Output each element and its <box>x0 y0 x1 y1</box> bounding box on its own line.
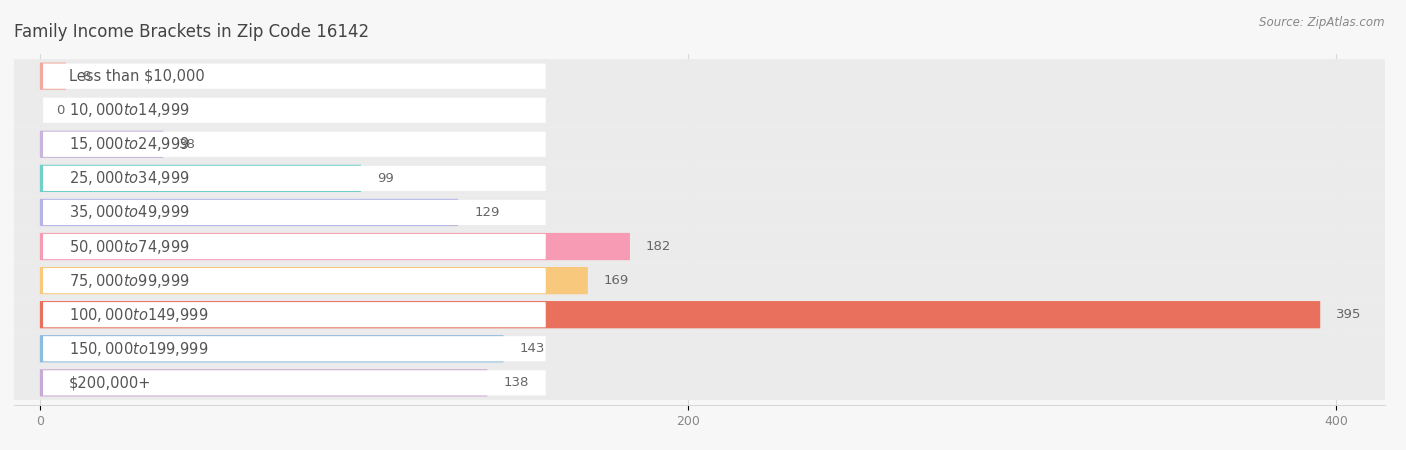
FancyBboxPatch shape <box>14 59 1385 93</box>
Text: $200,000+: $200,000+ <box>69 375 152 390</box>
FancyBboxPatch shape <box>39 301 1320 328</box>
FancyBboxPatch shape <box>44 132 546 157</box>
FancyBboxPatch shape <box>39 165 361 192</box>
Text: $50,000 to $74,999: $50,000 to $74,999 <box>69 238 190 256</box>
Text: 99: 99 <box>377 172 394 185</box>
FancyBboxPatch shape <box>14 297 1385 332</box>
FancyBboxPatch shape <box>14 162 1385 195</box>
FancyBboxPatch shape <box>44 234 546 259</box>
FancyBboxPatch shape <box>44 98 546 123</box>
Text: $25,000 to $34,999: $25,000 to $34,999 <box>69 169 190 187</box>
FancyBboxPatch shape <box>14 366 1385 400</box>
Text: 138: 138 <box>503 376 529 389</box>
Text: 8: 8 <box>82 70 90 83</box>
Text: Family Income Brackets in Zip Code 16142: Family Income Brackets in Zip Code 16142 <box>14 23 370 41</box>
FancyBboxPatch shape <box>39 63 66 90</box>
FancyBboxPatch shape <box>39 199 458 226</box>
Text: $10,000 to $14,999: $10,000 to $14,999 <box>69 101 190 119</box>
FancyBboxPatch shape <box>39 130 163 158</box>
Text: 395: 395 <box>1336 308 1361 321</box>
FancyBboxPatch shape <box>14 230 1385 264</box>
Text: 143: 143 <box>520 342 546 355</box>
FancyBboxPatch shape <box>39 233 630 260</box>
FancyBboxPatch shape <box>14 264 1385 297</box>
FancyBboxPatch shape <box>14 195 1385 230</box>
FancyBboxPatch shape <box>44 166 546 191</box>
FancyBboxPatch shape <box>14 93 1385 127</box>
FancyBboxPatch shape <box>14 332 1385 366</box>
FancyBboxPatch shape <box>44 63 546 89</box>
Text: Source: ZipAtlas.com: Source: ZipAtlas.com <box>1260 16 1385 29</box>
Text: 169: 169 <box>605 274 628 287</box>
Text: $100,000 to $149,999: $100,000 to $149,999 <box>69 306 208 324</box>
FancyBboxPatch shape <box>44 200 546 225</box>
Text: $15,000 to $24,999: $15,000 to $24,999 <box>69 135 190 153</box>
FancyBboxPatch shape <box>44 268 546 293</box>
Text: Less than $10,000: Less than $10,000 <box>69 69 205 84</box>
Text: 182: 182 <box>645 240 672 253</box>
FancyBboxPatch shape <box>39 335 503 362</box>
FancyBboxPatch shape <box>44 370 546 396</box>
Text: 129: 129 <box>474 206 499 219</box>
FancyBboxPatch shape <box>39 267 588 294</box>
Text: $35,000 to $49,999: $35,000 to $49,999 <box>69 203 190 221</box>
Text: $150,000 to $199,999: $150,000 to $199,999 <box>69 340 208 358</box>
FancyBboxPatch shape <box>14 127 1385 162</box>
Text: 0: 0 <box>56 104 65 117</box>
FancyBboxPatch shape <box>44 302 546 327</box>
Text: $75,000 to $99,999: $75,000 to $99,999 <box>69 272 190 290</box>
Text: 38: 38 <box>180 138 197 151</box>
FancyBboxPatch shape <box>39 369 488 396</box>
FancyBboxPatch shape <box>44 336 546 361</box>
